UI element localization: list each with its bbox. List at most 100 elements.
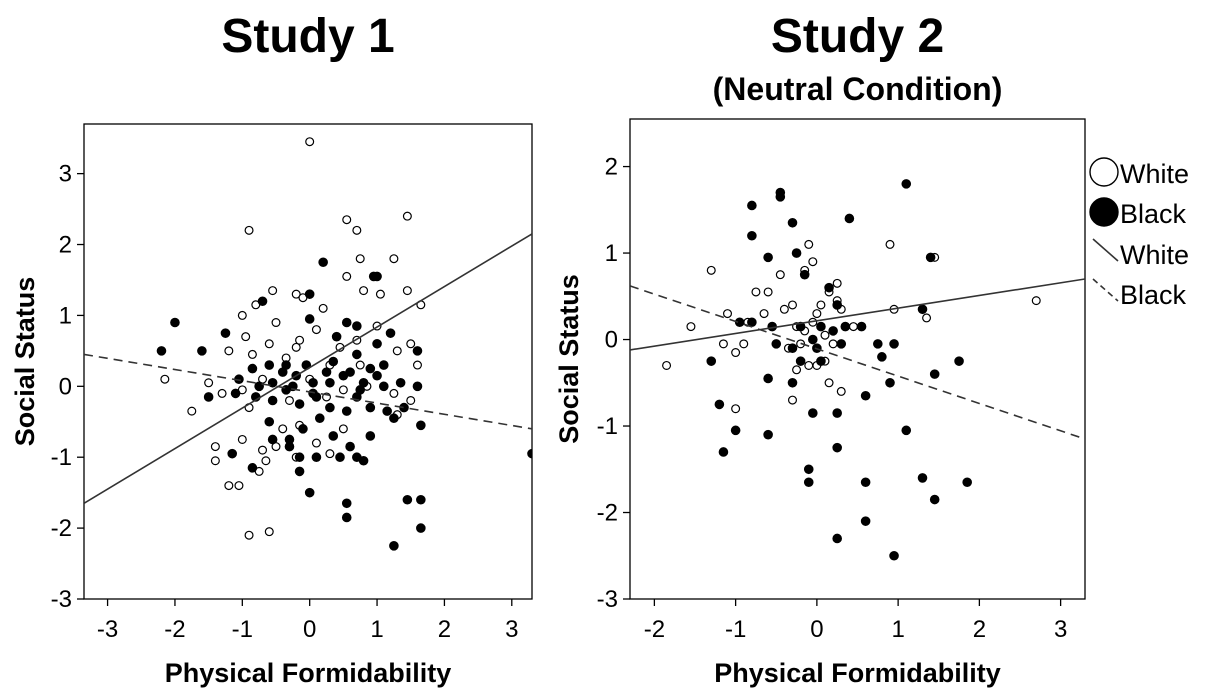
data-point-black bbox=[775, 192, 786, 202]
data-point-white bbox=[342, 215, 352, 225]
fit-line-black bbox=[84, 353, 532, 430]
data-point-white bbox=[836, 386, 846, 396]
data-point-black bbox=[917, 473, 928, 483]
data-point-white bbox=[305, 137, 315, 147]
legend-label: White bbox=[1120, 240, 1189, 270]
series-white bbox=[160, 137, 426, 540]
data-point-white bbox=[763, 287, 773, 297]
data-point-black bbox=[412, 346, 423, 356]
data-point-black bbox=[763, 429, 773, 440]
x-tick-label: 1 bbox=[891, 616, 904, 643]
data-point-white bbox=[751, 287, 761, 297]
data-point-white bbox=[412, 360, 422, 370]
y-tick-label: -2 bbox=[51, 515, 72, 542]
data-point-black bbox=[311, 452, 322, 463]
data-point-black bbox=[378, 381, 389, 392]
data-point-white bbox=[775, 270, 785, 280]
y-tick-label: -3 bbox=[597, 586, 618, 613]
data-point-black bbox=[321, 367, 332, 377]
data-point-black bbox=[844, 213, 855, 224]
data-point-white bbox=[731, 404, 741, 414]
data-point-white bbox=[662, 360, 672, 370]
data-point-black bbox=[416, 494, 426, 505]
data-point-black bbox=[298, 424, 308, 434]
data-point-white bbox=[1031, 296, 1041, 306]
data-point-white bbox=[311, 438, 321, 448]
data-point-black bbox=[254, 381, 264, 392]
data-point-white bbox=[264, 339, 274, 349]
legend-solid-line-icon bbox=[1092, 238, 1119, 262]
y-tick-label: 0 bbox=[605, 327, 618, 354]
y-axis-label: Social Status bbox=[10, 277, 40, 447]
study-1-panel: Study 1 -3 -2 -1 0 1 2 3 -3 -2 -1 0 1 2 3 Physical Form… bbox=[10, 10, 533, 688]
data-point-black bbox=[747, 230, 757, 241]
data-point-black bbox=[170, 317, 180, 328]
data-point-black bbox=[747, 200, 757, 211]
data-point-black bbox=[247, 463, 258, 473]
data-point-black bbox=[889, 550, 899, 561]
data-point-white bbox=[224, 346, 234, 356]
data-point-black bbox=[877, 352, 887, 362]
data-point-white bbox=[247, 349, 257, 359]
data-point-white bbox=[787, 300, 797, 310]
plot-frame bbox=[83, 123, 533, 600]
data-point-black bbox=[416, 420, 426, 431]
data-point-black bbox=[787, 377, 798, 388]
data-point-white bbox=[325, 449, 335, 459]
data-point-white bbox=[318, 303, 328, 313]
data-point-black bbox=[247, 363, 258, 374]
data-point-white bbox=[406, 395, 416, 405]
data-point-black bbox=[824, 282, 834, 293]
data-point-white bbox=[284, 395, 294, 405]
data-point-black bbox=[304, 314, 315, 324]
data-point-white bbox=[291, 342, 301, 352]
data-point-white bbox=[816, 300, 826, 310]
data-point-black bbox=[308, 388, 318, 399]
data-point-white bbox=[922, 313, 932, 323]
data-point-black bbox=[267, 395, 278, 406]
data-point-black bbox=[803, 464, 814, 475]
data-point-black bbox=[389, 413, 399, 424]
data-point-black bbox=[795, 356, 806, 366]
data-point-black bbox=[730, 425, 741, 436]
data-point-white bbox=[264, 527, 274, 537]
data-point-white bbox=[406, 339, 416, 349]
data-point-black bbox=[795, 321, 806, 332]
x-tick-label: -2 bbox=[644, 616, 665, 643]
data-point-white bbox=[848, 322, 858, 332]
x-tick-label: -1 bbox=[232, 616, 253, 643]
chart-title: Study 2 bbox=[771, 10, 944, 63]
legend-item-black-filled-circle: Black bbox=[1089, 197, 1187, 229]
data-point-white bbox=[210, 456, 220, 466]
data-point-black bbox=[799, 269, 810, 280]
data-point-white bbox=[187, 406, 197, 416]
data-point-black bbox=[294, 399, 305, 409]
data-point-white bbox=[832, 278, 842, 288]
data-point-black bbox=[325, 377, 335, 388]
data-point-black bbox=[718, 447, 729, 457]
data-point-black bbox=[860, 477, 871, 488]
legend: White Black White Black bbox=[1089, 157, 1189, 310]
x-tick-label: 2 bbox=[973, 616, 986, 643]
data-point-black bbox=[416, 523, 426, 533]
series-black bbox=[706, 179, 972, 561]
data-point-black bbox=[220, 328, 231, 338]
data-point-white bbox=[244, 530, 254, 540]
data-point-black bbox=[365, 431, 376, 441]
data-point-black bbox=[873, 339, 883, 349]
data-point-black bbox=[808, 408, 818, 418]
legend-item-black-dashed-line: Black bbox=[1092, 278, 1187, 310]
data-point-black bbox=[372, 271, 382, 282]
data-point-black bbox=[917, 304, 928, 315]
data-point-black bbox=[706, 356, 717, 366]
data-point-white bbox=[885, 239, 895, 249]
data-point-black bbox=[828, 326, 838, 336]
data-point-black bbox=[901, 425, 912, 436]
data-point-black bbox=[787, 343, 798, 353]
x-tick-label: 1 bbox=[370, 616, 383, 643]
legend-dashed-line-icon bbox=[1092, 278, 1119, 302]
legend-label: White bbox=[1120, 159, 1189, 189]
data-point-black bbox=[308, 377, 318, 388]
x-axis-label: Physical Formidability bbox=[165, 658, 452, 688]
